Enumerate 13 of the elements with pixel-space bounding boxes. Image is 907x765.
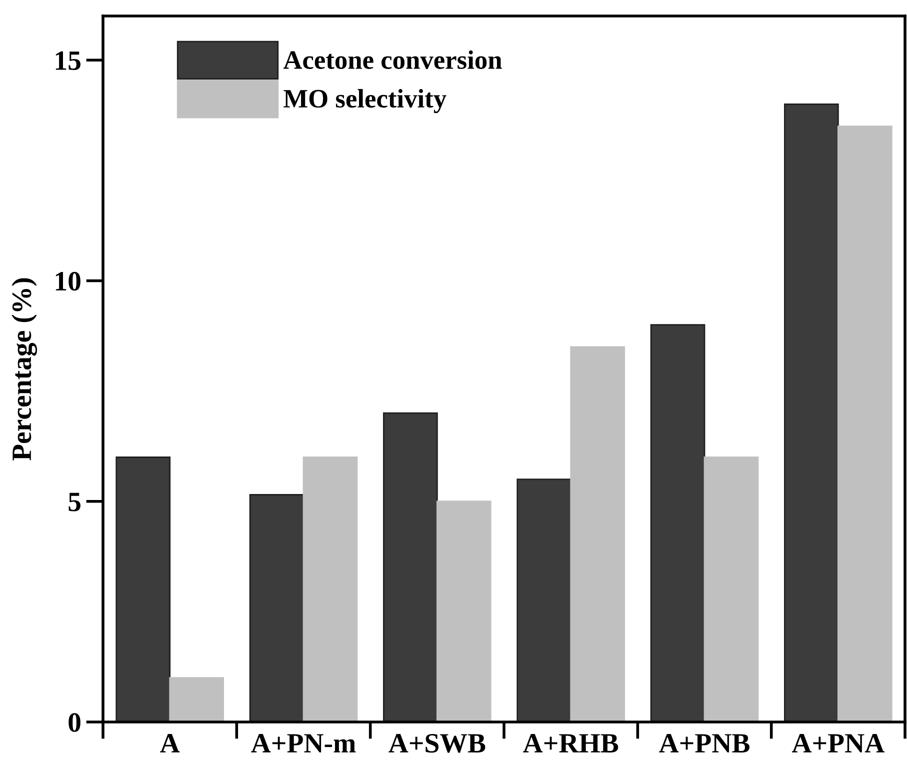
y-tick-label: 10 — [56, 272, 80, 291]
x-tick-label: A+PNA — [792, 734, 884, 752]
x-tick-label: A — [160, 734, 180, 752]
y-tick-label: 15 — [56, 51, 80, 70]
y-tick-label: 5 — [68, 492, 80, 512]
x-tick-label: A+SWB — [388, 734, 486, 753]
legend-label: Acetone conversion — [283, 50, 502, 69]
y-axis-title: Percentage (%) — [12, 278, 38, 460]
x-tick-label: A+RHB — [523, 734, 618, 752]
x-tick-label: A+PNB — [659, 734, 750, 752]
y-tick-label: 0 — [68, 713, 80, 732]
legend-label: MO selectivity — [284, 89, 446, 114]
x-tick-label: A+PN-m — [251, 734, 356, 752]
